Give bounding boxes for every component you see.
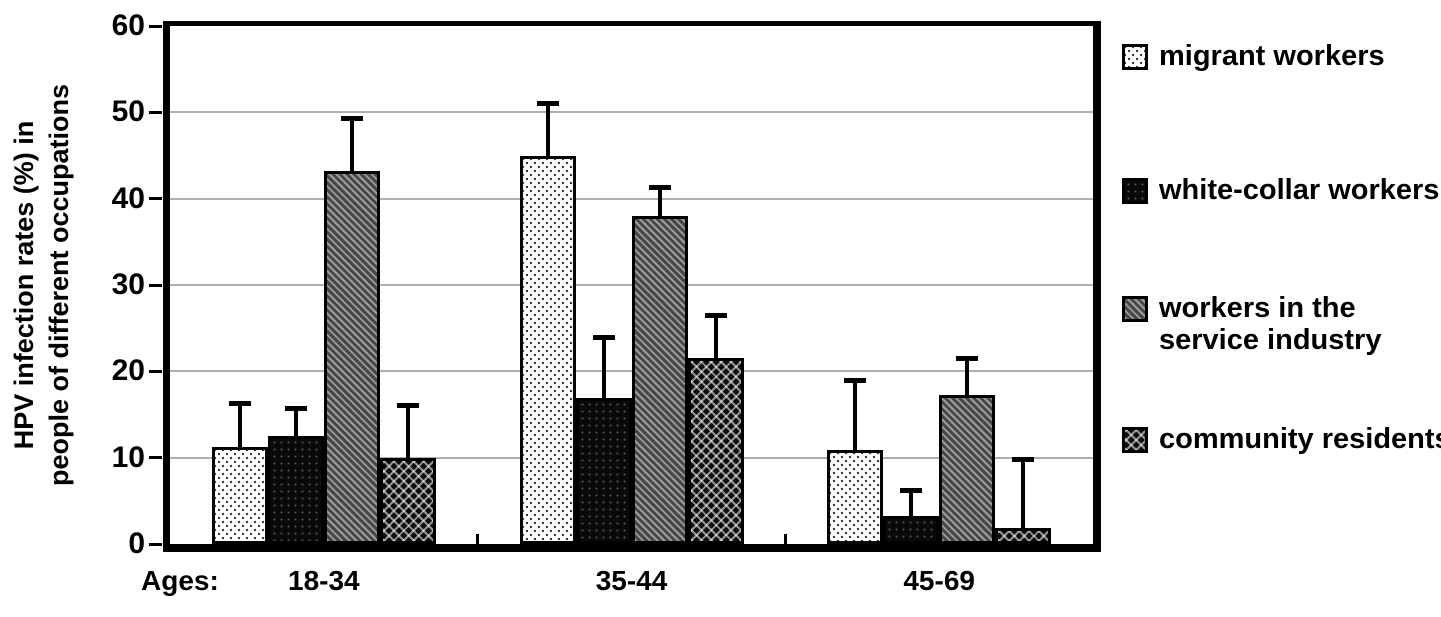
- error-bar-migrant-workers-18-34: [237, 403, 242, 450]
- y-axis-title: HPV infection rates (%) in people of dif…: [7, 25, 79, 545]
- y-tick-label-30: 30: [111, 268, 145, 301]
- bar-workers-in-the-service-industry-18-34: [323, 171, 380, 544]
- bar-migrant-workers-35-44: [519, 156, 576, 544]
- bar-community-residents-45-69: [995, 527, 1052, 544]
- error-cap-migrant-workers-18-34: [228, 401, 251, 407]
- legend-label-service-industry-workers: workers in the service industry: [1159, 292, 1382, 356]
- legend-item-white-collar-workers: white-collar workers: [1122, 174, 1441, 206]
- error-bar-white-collar-workers-18-34: [293, 407, 298, 439]
- error-bar-workers-in-the-service-industry-18-34: [349, 118, 354, 174]
- x-axis-prefix-label: Ages:: [141, 565, 219, 596]
- legend-swatch-migrant-workers-icon: [1122, 44, 1148, 70]
- x-axis-separator-tick: [476, 534, 480, 544]
- error-cap-workers-in-the-service-industry-18-34: [340, 116, 363, 122]
- error-cap-white-collar-workers-45-69: [900, 487, 923, 493]
- y-tick-label-0: 0: [128, 527, 145, 560]
- gridline-50: [170, 111, 1093, 114]
- plot-area: [163, 21, 1101, 552]
- bar-workers-in-the-service-industry-35-44: [631, 215, 688, 544]
- legend-item-community-residents: community residents: [1122, 423, 1441, 455]
- bar-migrant-workers-18-34: [211, 447, 268, 544]
- y-axis-title-line1: HPV infection rates (%) in: [9, 120, 39, 450]
- bar-white-collar-workers-35-44: [575, 398, 632, 544]
- y-tick-label-10: 10: [111, 440, 145, 474]
- y-tick-label-40: 40: [111, 181, 145, 215]
- y-tick-mark-30: [149, 283, 162, 287]
- x-tick-label-35-44: 35-44: [595, 565, 668, 596]
- y-tick-mark-40: [149, 197, 162, 201]
- error-bar-migrant-workers-35-44: [545, 102, 550, 159]
- legend-label-community-residents: community residents: [1159, 423, 1441, 455]
- error-bar-white-collar-workers-45-69: [909, 489, 914, 519]
- y-tick-mark-10: [149, 456, 162, 460]
- plot-inner: [170, 26, 1093, 544]
- legend-item-service-industry-workers: workers in the service industry: [1122, 292, 1441, 356]
- x-tick-label-18-34: 18-34: [288, 565, 360, 596]
- bar-community-residents-35-44: [687, 358, 744, 544]
- error-bar-migrant-workers-45-69: [853, 379, 858, 452]
- error-cap-migrant-workers-45-69: [844, 377, 867, 383]
- legend-label-white-collar-workers: white-collar workers: [1159, 174, 1440, 206]
- y-tick-mark-50: [149, 110, 162, 114]
- y-tick-label-60: 60: [111, 9, 145, 42]
- error-bar-white-collar-workers-35-44: [601, 336, 606, 401]
- x-axis-separator-tick: [783, 534, 787, 544]
- legend-label-migrant-workers: migrant workers: [1159, 40, 1385, 72]
- error-cap-community-residents-45-69: [1012, 456, 1035, 462]
- error-cap-migrant-workers-35-44: [536, 100, 559, 106]
- legend: migrant workers white-collar workers wor…: [1122, 0, 1441, 617]
- error-bar-community-residents-45-69: [1021, 458, 1026, 530]
- error-cap-white-collar-workers-18-34: [284, 405, 307, 411]
- y-tick-mark-60: [149, 24, 162, 28]
- error-cap-workers-in-the-service-industry-45-69: [956, 356, 979, 362]
- x-tick-label-45-69: 45-69: [903, 565, 975, 596]
- error-bar-workers-in-the-service-industry-35-44: [657, 187, 662, 218]
- y-tick-label-50: 50: [111, 95, 145, 129]
- gridline-40: [170, 197, 1093, 200]
- y-tick-mark-0: [149, 542, 162, 546]
- legend-swatch-service-industry-workers-icon: [1122, 296, 1148, 322]
- error-cap-workers-in-the-service-industry-35-44: [648, 185, 671, 191]
- y-axis-title-line2: people of different occupations: [44, 83, 74, 487]
- bar-white-collar-workers-18-34: [267, 436, 324, 544]
- legend-swatch-white-collar-workers-icon: [1122, 178, 1148, 204]
- bar-community-residents-18-34: [379, 457, 436, 544]
- error-cap-community-residents-18-34: [396, 403, 419, 409]
- error-bar-community-residents-35-44: [713, 315, 718, 361]
- bar-migrant-workers-45-69: [827, 449, 884, 544]
- y-tick-mark-20: [149, 369, 162, 373]
- error-bar-community-residents-18-34: [405, 405, 410, 460]
- error-cap-white-collar-workers-35-44: [592, 334, 615, 340]
- bar-workers-in-the-service-industry-45-69: [939, 394, 996, 544]
- error-bar-workers-in-the-service-industry-45-69: [965, 358, 970, 397]
- legend-item-migrant-workers: migrant workers: [1122, 40, 1441, 72]
- error-cap-community-residents-35-44: [704, 313, 727, 319]
- bar-white-collar-workers-45-69: [883, 516, 940, 544]
- legend-swatch-community-residents-icon: [1122, 427, 1148, 453]
- y-tick-label-20: 20: [111, 354, 145, 388]
